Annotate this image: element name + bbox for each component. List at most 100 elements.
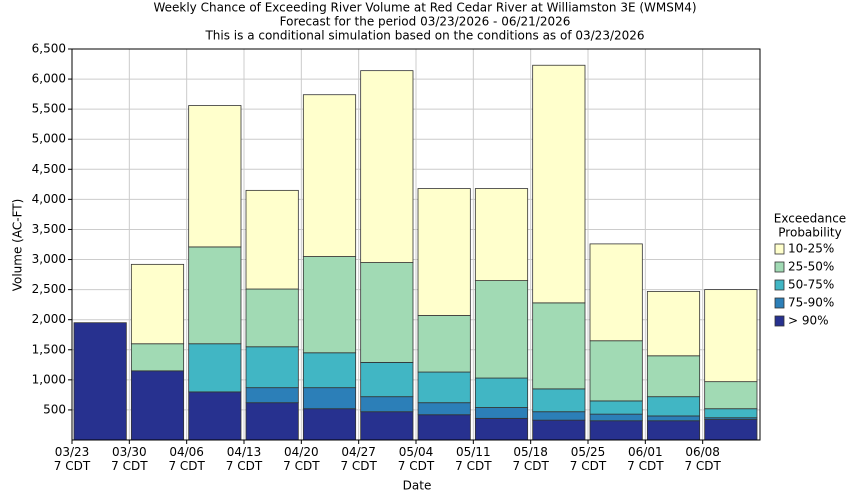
bar-segment — [704, 381, 758, 410]
y-tick-label: 500 — [43, 402, 66, 416]
bar-segment — [130, 370, 185, 441]
x-tick-label: 04/20 7 CDT — [283, 445, 320, 473]
x-tick-time: 7 CDT — [168, 459, 205, 473]
x-tick-date: 04/20 — [284, 445, 319, 459]
bar-segment — [130, 343, 185, 372]
x-axis-label: Date — [403, 479, 432, 493]
x-tick-date: 06/01 — [628, 445, 663, 459]
x-tick-time: 7 CDT — [684, 459, 721, 473]
bar-segment — [589, 420, 643, 441]
x-tick-date: 04/06 — [169, 445, 204, 459]
bar-segment — [417, 188, 471, 316]
bar-segment — [302, 387, 357, 410]
y-tick-label: 6,500 — [32, 42, 66, 56]
bar-segment — [589, 400, 643, 415]
legend-swatch — [774, 261, 785, 273]
bar-segment — [532, 302, 586, 390]
bar-segment — [188, 391, 242, 441]
bar-segment — [474, 417, 529, 441]
bar-segment — [474, 407, 529, 419]
y-tick-label: 4,000 — [32, 192, 66, 206]
x-tick-label: 04/27 7 CDT — [340, 445, 377, 473]
legend-label: 75-90% — [788, 296, 834, 310]
y-tick-label: 4,500 — [32, 162, 66, 176]
x-tick-time: 7 CDT — [226, 459, 263, 473]
x-tick-label: 05/11 7 CDT — [455, 445, 492, 473]
x-tick-date: 04/13 — [227, 445, 262, 459]
bar-segment — [646, 420, 701, 441]
bar-segment — [302, 352, 357, 389]
bar-segment — [589, 340, 643, 402]
bar-segment — [474, 280, 529, 379]
x-tick-label: 05/04 7 CDT — [398, 445, 435, 473]
bar-segment — [474, 188, 529, 281]
chart-title: Weekly Chance of Exceeding River Volume … — [153, 1, 696, 15]
bar-segment — [646, 396, 701, 417]
legend-label: 25-50% — [788, 260, 834, 274]
bar-segment — [360, 396, 414, 413]
bar-segment — [245, 402, 299, 441]
bar-segment — [417, 315, 471, 373]
x-tick-date: 05/11 — [456, 445, 491, 459]
x-tick-label: 06/08 7 CDT — [684, 445, 721, 473]
x-tick-time: 7 CDT — [627, 459, 664, 473]
legend-label: 10-25% — [788, 242, 834, 256]
x-tick-label: 05/18 7 CDT — [512, 445, 549, 473]
legend-swatch — [774, 279, 785, 291]
bar-segment — [589, 413, 643, 422]
y-tick-label: 2,000 — [32, 312, 66, 326]
bar-segment — [302, 256, 357, 354]
bar-segment — [646, 415, 701, 422]
x-tick-date: 05/25 — [571, 445, 606, 459]
bar-segment — [704, 289, 758, 383]
y-tick-label: 1,500 — [32, 342, 66, 356]
bar-segment — [589, 243, 643, 342]
bar-segment — [417, 371, 471, 404]
bar-segment — [417, 414, 471, 441]
x-tick-date: 03/23 — [55, 445, 90, 459]
bar-segment — [188, 246, 242, 345]
x-tick-date: 05/18 — [513, 445, 548, 459]
x-tick-label: 03/23 7 CDT — [54, 445, 91, 473]
bar-segment — [646, 291, 701, 357]
y-tick-label: 1,000 — [32, 372, 66, 386]
bar-segment — [245, 346, 299, 389]
x-tick-time: 7 CDT — [283, 459, 320, 473]
legend-label: > 90% — [788, 314, 829, 328]
y-tick-label: 2,500 — [32, 282, 66, 296]
bar-segment — [474, 377, 529, 408]
y-tick-label: 5,500 — [32, 102, 66, 116]
y-tick-label: 6,000 — [32, 72, 66, 86]
x-tick-date: 04/27 — [341, 445, 376, 459]
bar-segment — [73, 322, 127, 441]
bar-segment — [245, 189, 299, 290]
x-tick-label: 03/30 7 CDT — [111, 445, 148, 473]
bar-segment — [704, 408, 758, 419]
bar-segment — [532, 419, 586, 441]
y-tick-label: 3,500 — [32, 222, 66, 236]
bar-segment — [245, 288, 299, 348]
x-tick-label: 06/01 7 CDT — [627, 445, 664, 473]
y-tick-label: 3,000 — [32, 252, 66, 266]
legend-swatch — [774, 297, 785, 309]
bar-segment — [417, 402, 471, 416]
x-tick-time: 7 CDT — [455, 459, 492, 473]
legend-title: Exceedance — [774, 212, 846, 226]
legend-title: Probability — [778, 226, 841, 240]
bar-segment — [532, 388, 586, 413]
x-tick-label: 05/25 7 CDT — [570, 445, 607, 473]
x-tick-date: 06/08 — [685, 445, 720, 459]
bar-segment — [360, 70, 414, 263]
bar-segment — [532, 64, 586, 304]
plot-frame — [71, 48, 761, 441]
bar-segment — [245, 387, 299, 404]
x-tick-date: 03/30 — [112, 445, 147, 459]
bar-segment — [360, 262, 414, 363]
x-tick-time: 7 CDT — [398, 459, 435, 473]
x-tick-time: 7 CDT — [340, 459, 377, 473]
x-tick-label: 04/06 7 CDT — [168, 445, 205, 473]
bar-segment — [188, 105, 242, 248]
bar-segment — [646, 355, 701, 398]
x-tick-time: 7 CDT — [111, 459, 148, 473]
bar-segment — [532, 411, 586, 421]
